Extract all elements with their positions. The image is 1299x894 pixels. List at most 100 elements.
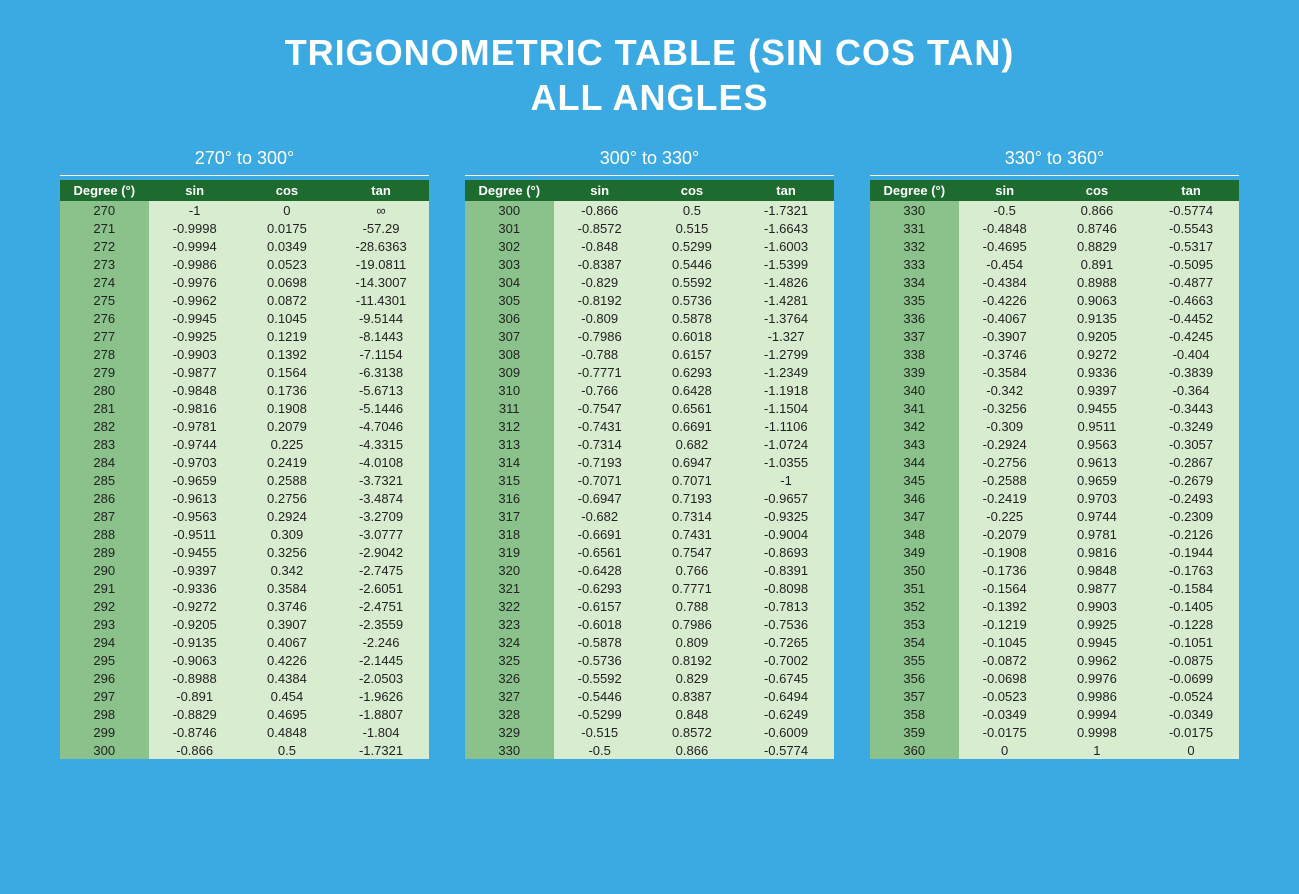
tan-cell: -1.2349	[738, 363, 834, 381]
degree-cell: 277	[60, 327, 149, 345]
tan-cell: -0.7002	[738, 651, 834, 669]
cos-cell: 0.5878	[646, 309, 738, 327]
cos-cell: 0.9962	[1051, 651, 1143, 669]
degree-cell: 281	[60, 399, 149, 417]
degree-cell: 328	[465, 705, 554, 723]
degree-cell: 326	[465, 669, 554, 687]
cos-cell: 0.5	[646, 201, 738, 219]
cos-cell: 0.9455	[1051, 399, 1143, 417]
tan-cell: -0.1228	[1143, 615, 1239, 633]
table-row: 351-0.15640.9877-0.1584	[870, 579, 1239, 597]
cos-cell: 0.9976	[1051, 669, 1143, 687]
column-header: cos	[646, 180, 738, 201]
table-row: 274-0.99760.0698-14.3007	[60, 273, 429, 291]
degree-cell: 337	[870, 327, 959, 345]
sin-cell: -0.5736	[554, 651, 646, 669]
table-row: 345-0.25880.9659-0.2679	[870, 471, 1239, 489]
tan-cell: -1.1106	[738, 417, 834, 435]
tan-cell: -1.5399	[738, 255, 834, 273]
cos-cell: 0.7431	[646, 525, 738, 543]
cos-cell: 0.1564	[241, 363, 333, 381]
tan-cell: -0.4877	[1143, 273, 1239, 291]
sin-cell: -0.4226	[959, 291, 1051, 309]
sin-cell: -0.7771	[554, 363, 646, 381]
sin-cell: -0.788	[554, 345, 646, 363]
degree-cell: 287	[60, 507, 149, 525]
table-row: 270-10∞	[60, 201, 429, 219]
tan-cell: -2.7475	[333, 561, 429, 579]
degree-cell: 286	[60, 489, 149, 507]
cos-cell: 0.9848	[1051, 561, 1143, 579]
tan-cell: -57.29	[333, 219, 429, 237]
table-row: 309-0.77710.6293-1.2349	[465, 363, 834, 381]
table-row: 295-0.90630.4226-2.1445	[60, 651, 429, 669]
tan-cell: -9.5144	[333, 309, 429, 327]
tan-cell: -0.0175	[1143, 723, 1239, 741]
cos-cell: 0.788	[646, 597, 738, 615]
table-row: 356-0.06980.9976-0.0699	[870, 669, 1239, 687]
sin-cell: -0.9272	[149, 597, 241, 615]
sin-cell: -0.9998	[149, 219, 241, 237]
table-row: 303-0.83870.5446-1.5399	[465, 255, 834, 273]
tan-cell: -1.6643	[738, 219, 834, 237]
table-row: 271-0.99980.0175-57.29	[60, 219, 429, 237]
degree-cell: 336	[870, 309, 959, 327]
tan-cell: -1.7321	[738, 201, 834, 219]
sin-cell: -0.6561	[554, 543, 646, 561]
degree-cell: 333	[870, 255, 959, 273]
column-header: sin	[959, 180, 1051, 201]
degree-cell: 342	[870, 417, 959, 435]
sin-cell: -0.4848	[959, 219, 1051, 237]
table-row: 317-0.6820.7314-0.9325	[465, 507, 834, 525]
cos-cell: 0.829	[646, 669, 738, 687]
degree-cell: 344	[870, 453, 959, 471]
degree-cell: 356	[870, 669, 959, 687]
sin-cell: -0.9848	[149, 381, 241, 399]
tan-cell: -1.9626	[333, 687, 429, 705]
degree-cell: 330	[870, 201, 959, 219]
cos-cell: 0.9816	[1051, 543, 1143, 561]
degree-cell: 307	[465, 327, 554, 345]
tan-cell: -1.1918	[738, 381, 834, 399]
sin-cell: -0.9455	[149, 543, 241, 561]
cos-cell: 0.9336	[1051, 363, 1143, 381]
cos-cell: 0.9272	[1051, 345, 1143, 363]
tan-cell: 0	[1143, 741, 1239, 759]
sin-cell: -0.7431	[554, 417, 646, 435]
tables-container: 270° to 300°Degree (°)sincostan270-10∞27…	[60, 148, 1239, 759]
cos-cell: 0.454	[241, 687, 333, 705]
column-header: Degree (°)	[870, 180, 959, 201]
table-row: 349-0.19080.9816-0.1944	[870, 543, 1239, 561]
table-row: 337-0.39070.9205-0.4245	[870, 327, 1239, 345]
tan-cell: -3.2709	[333, 507, 429, 525]
cos-cell: 0.4848	[241, 723, 333, 741]
sin-cell: -0.2924	[959, 435, 1051, 453]
sin-cell: -0.1564	[959, 579, 1051, 597]
column-header: Degree (°)	[60, 180, 149, 201]
cos-cell: 0.866	[646, 741, 738, 759]
cos-cell: 0.0872	[241, 291, 333, 309]
sin-cell: -0.0523	[959, 687, 1051, 705]
table-row: 321-0.62930.7771-0.8098	[465, 579, 834, 597]
tan-cell: -0.2867	[1143, 453, 1239, 471]
table-row: 276-0.99450.1045-9.5144	[60, 309, 429, 327]
degree-cell: 294	[60, 633, 149, 651]
table-row: 360010	[870, 741, 1239, 759]
degree-cell: 285	[60, 471, 149, 489]
table-row: 342-0.3090.9511-0.3249	[870, 417, 1239, 435]
table-row: 332-0.46950.8829-0.5317	[870, 237, 1239, 255]
sin-cell: -0.4384	[959, 273, 1051, 291]
sin-cell: -0.515	[554, 723, 646, 741]
table-row: 312-0.74310.6691-1.1106	[465, 417, 834, 435]
range-label: 330° to 360°	[870, 148, 1239, 176]
sin-cell: -0.7986	[554, 327, 646, 345]
degree-cell: 314	[465, 453, 554, 471]
degree-cell: 348	[870, 525, 959, 543]
sin-cell: -0.9994	[149, 237, 241, 255]
tan-cell: -0.3057	[1143, 435, 1239, 453]
sin-cell: -0.1908	[959, 543, 1051, 561]
tan-cell: -3.4874	[333, 489, 429, 507]
column-header: sin	[554, 180, 646, 201]
table-row: 308-0.7880.6157-1.2799	[465, 345, 834, 363]
page-title: TRIGONOMETRIC TABLE (SIN COS TAN) ALL AN…	[60, 30, 1239, 120]
